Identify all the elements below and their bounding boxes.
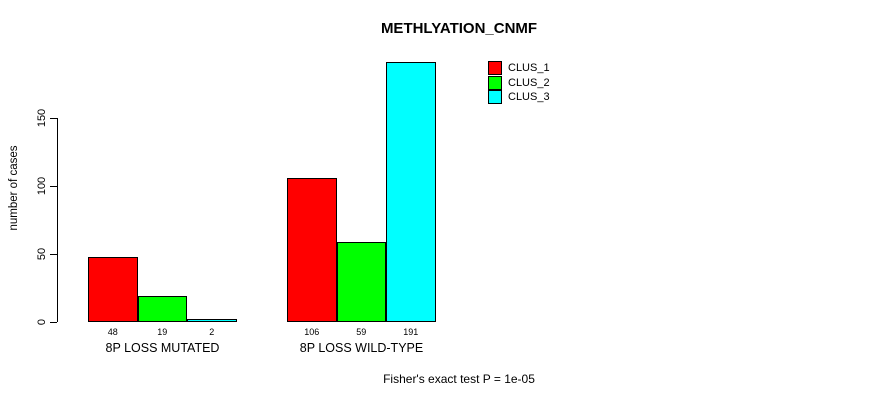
fisher-test-annotation: Fisher's exact test P = 1e-05 [383,372,535,386]
y-axis-tick-label: 50 [36,247,48,261]
y-axis-tick [50,322,57,323]
bar-value-label: 2 [209,327,215,337]
legend-row-clus_1: CLUS_1 [488,61,550,76]
legend-label: CLUS_2 [508,76,550,89]
y-axis-line [57,118,58,322]
bar-clus_1-group1 [88,256,138,322]
y-axis-label: number of cases [8,145,20,231]
bar-value-label: 106 [304,327,320,337]
legend: CLUS_1 CLUS_2 CLUS_3 [488,61,550,105]
legend-swatch-icon [488,61,502,76]
y-axis-tick-label: 0 [36,318,48,326]
bar-clus_2-group1 [137,296,187,322]
y-axis-tick [50,186,57,187]
y-axis-tick [50,118,57,119]
bar-clus_2-group2 [336,241,386,322]
y-axis-tick-label: 100 [36,176,48,196]
bar-value-label: 59 [356,327,367,337]
legend-label: CLUS_1 [508,62,550,75]
bar-clus_1-group2 [287,177,337,322]
legend-swatch-icon [488,75,502,90]
bar-clus_3-group1 [187,319,237,322]
bar-value-label: 19 [157,327,168,337]
legend-row-clus_2: CLUS_2 [488,75,550,91]
y-axis-tick [50,254,57,255]
y-axis-tick-label: 150 [36,108,48,128]
bar-value-label: 48 [107,327,118,337]
bar-clus_3-group2 [386,62,436,322]
category-label-mutated: 8P LOSS MUTATED [105,341,220,355]
category-label-wild-type: 8P LOSS WILD-TYPE [299,341,424,355]
legend-label: CLUS_3 [508,91,550,104]
legend-row-clus_3: CLUS_3 [488,90,550,105]
bar-value-label: 191 [403,327,419,337]
chart-title: METHLYATION_CNMF [380,20,538,37]
legend-swatch-icon [488,90,502,105]
